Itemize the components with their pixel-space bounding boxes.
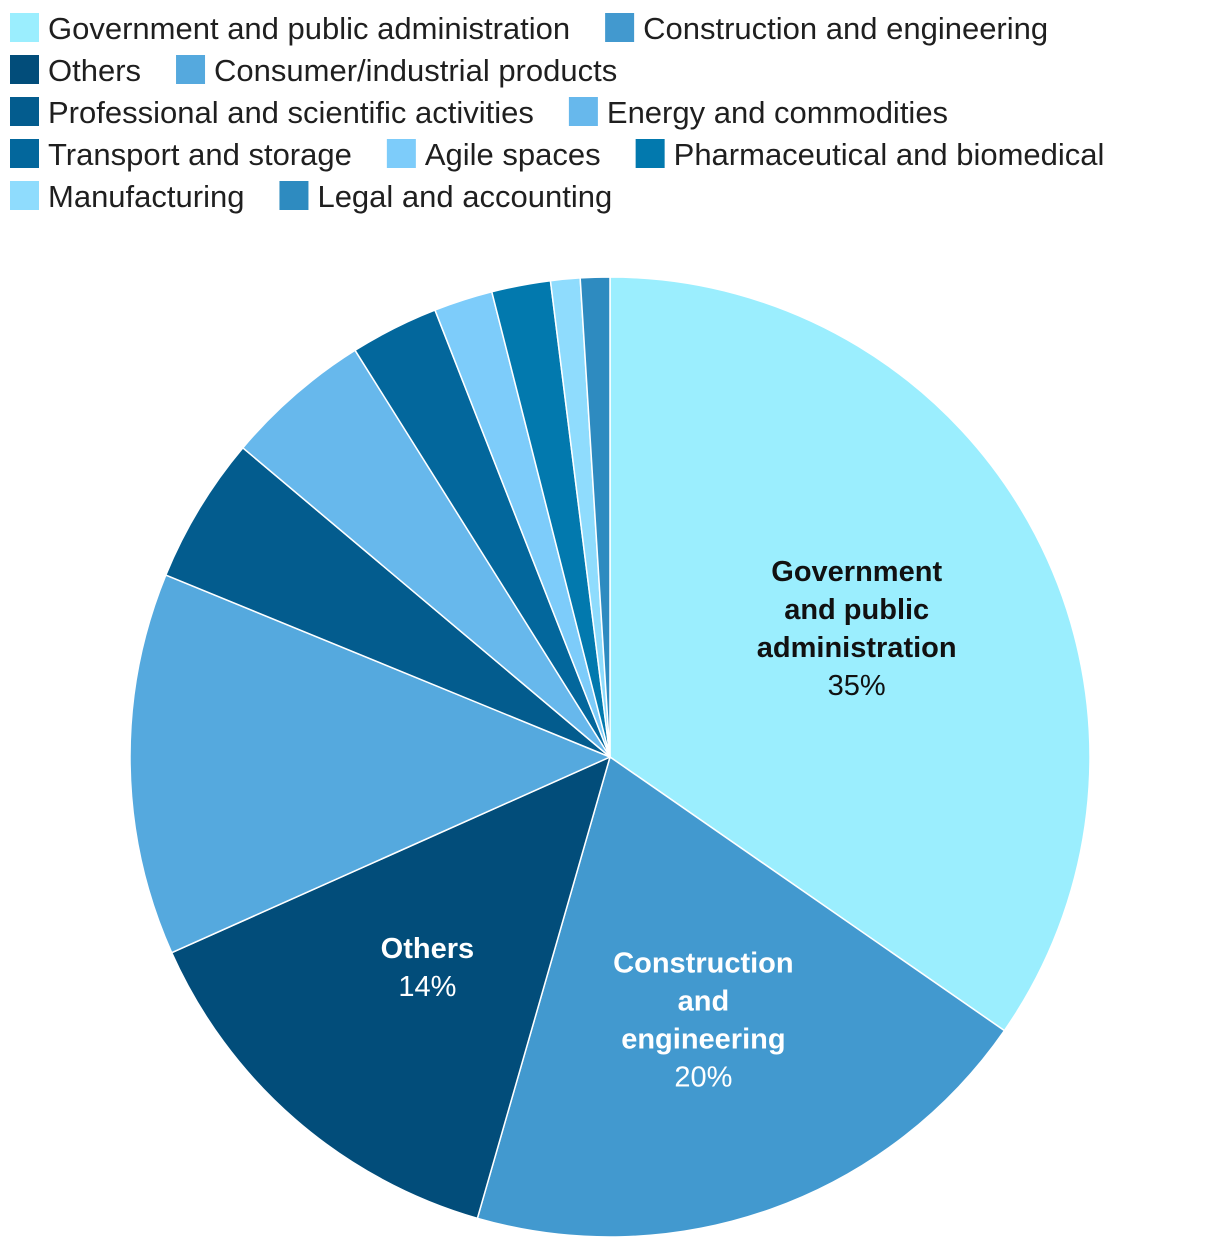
legend-item-others: Others	[10, 53, 141, 88]
legend-item-construction-and-engineering: Construction and engineering	[605, 11, 1048, 46]
slice-name-text: and public	[784, 594, 929, 626]
legend-item-energy-and-commodities: Energy and commodities	[568, 95, 948, 130]
slice-label-others: Others 14%	[381, 933, 474, 1003]
slice-label-construction-and-engineering: Construction and engineering 20%	[613, 947, 793, 1093]
legend-swatch	[635, 139, 665, 168]
pie-slice-others	[170, 756, 611, 1220]
legend-item-legal-and-accounting: Legal and accounting	[279, 179, 612, 214]
slice-name-text: Government	[771, 556, 942, 588]
slice-value-text: 14%	[398, 971, 456, 1003]
legend-swatch	[568, 97, 598, 126]
slice-name-text: Construction	[613, 947, 793, 979]
legend-item-manufacturing: Manufacturing	[10, 179, 244, 214]
pie-slice-consumer-industrial-products	[129, 574, 611, 954]
legend-swatch	[10, 55, 39, 84]
slice-name-text: Others	[381, 933, 474, 965]
legend-label: Transport and storage	[48, 137, 352, 172]
legend-swatch	[10, 13, 39, 42]
legend-label: Construction and engineering	[643, 11, 1048, 46]
legend-item-agile-spaces: Agile spaces	[386, 137, 601, 172]
legend-label: Pharmaceutical and biomedical	[674, 137, 1105, 172]
pie-slice-construction-and-engineering	[476, 756, 1006, 1238]
legend: Government and public administration Cons…	[10, 11, 1104, 214]
legend-label: Government and public administration	[48, 11, 570, 46]
legend-label: Agile spaces	[425, 137, 601, 172]
legend-swatch	[10, 139, 39, 168]
pie-slice-energy-and-commodities	[242, 349, 611, 758]
legend-swatch	[10, 97, 39, 126]
legend-swatch	[10, 181, 39, 210]
pie-slices	[129, 276, 1091, 1238]
legend-label: Others	[48, 53, 141, 88]
slice-name-text: administration	[757, 632, 957, 664]
legend-item-professional-and-scientific-activities: Professional and scientific activities	[10, 95, 534, 130]
legend-label: Legal and accounting	[317, 179, 612, 214]
legend-item-pharmaceutical-and-biomedical: Pharmaceutical and biomedical	[635, 137, 1105, 172]
pie-slice-government-and-public-administration	[609, 276, 1091, 1032]
legend-swatch	[279, 181, 309, 210]
legend-item-government-and-public-administration: Government and public administration	[10, 11, 570, 46]
pie-slice-professional-and-scientific-activities	[165, 447, 611, 758]
legend-label: Manufacturing	[48, 179, 244, 214]
slice-name-text: engineering	[621, 1023, 785, 1055]
legend-swatch	[176, 55, 206, 84]
legend-label: Consumer/industrial products	[214, 53, 617, 88]
legend-item-transport-and-storage: Transport and storage	[10, 137, 352, 172]
slice-value-text: 35%	[828, 670, 886, 702]
slice-label-government-and-public-administration: Government and public administration 35%	[757, 556, 957, 702]
slice-value-text: 20%	[674, 1061, 732, 1093]
slice-name-text: and	[678, 985, 730, 1017]
legend-swatch	[605, 13, 635, 42]
pie-slice-legal-and-accounting	[579, 276, 611, 758]
legend-label: Professional and scientific activities	[48, 95, 534, 130]
legend-label: Energy and commodities	[607, 95, 948, 130]
slice-labels: Government and public administration 35% Con…	[381, 556, 957, 1093]
legend-item-consumer-industrial-products: Consumer/industrial products	[176, 53, 617, 88]
legend-swatch	[386, 139, 416, 168]
